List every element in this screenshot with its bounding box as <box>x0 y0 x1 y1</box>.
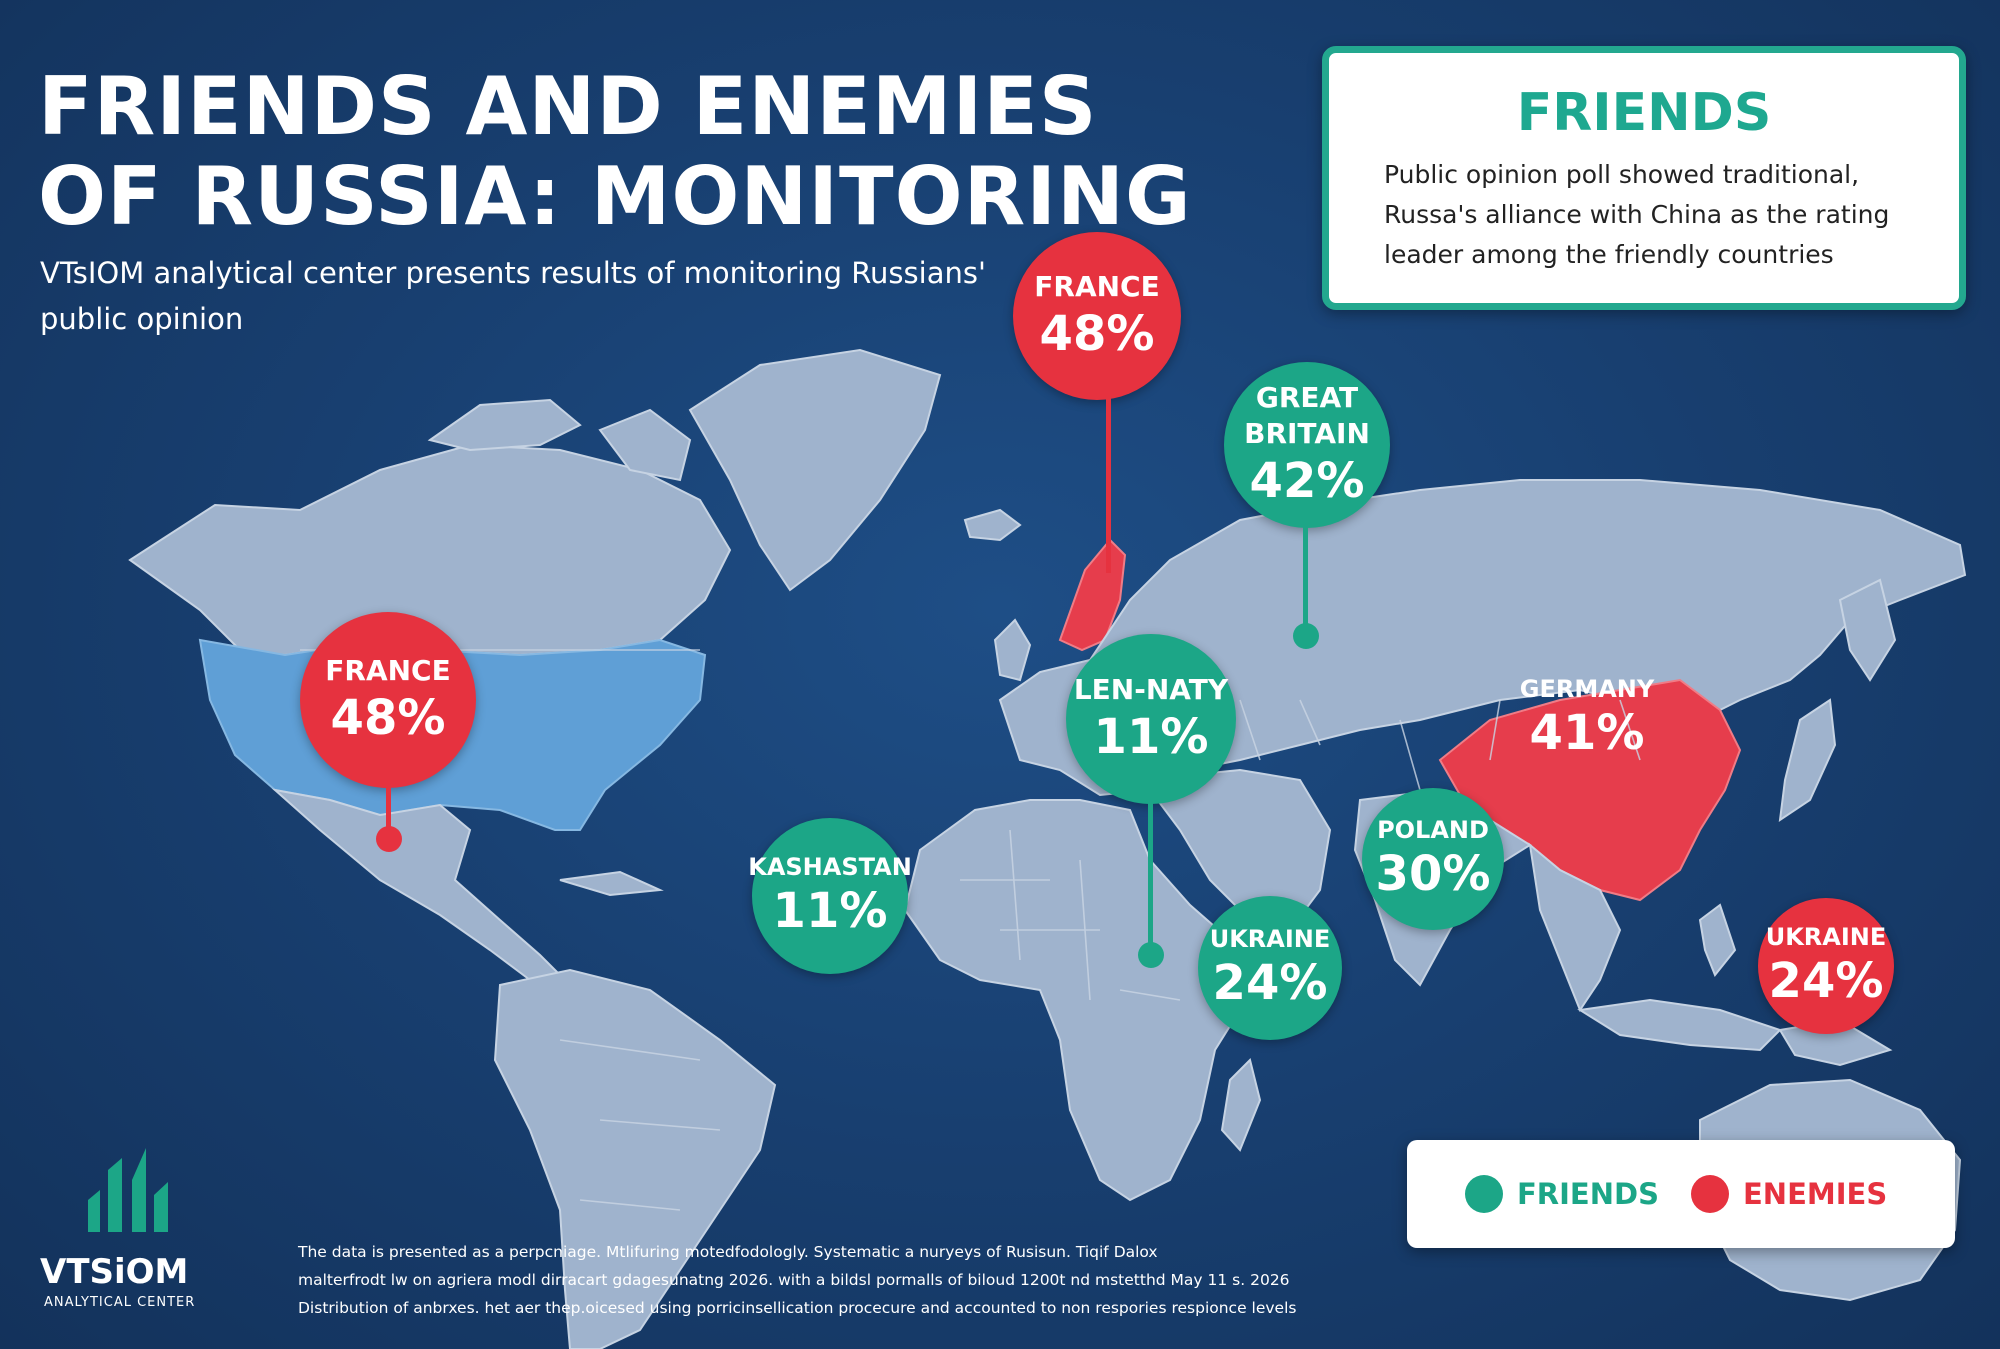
marker-stem <box>1106 398 1111 573</box>
map-mexico-central-america <box>271 788 563 982</box>
map-southeast-asia <box>1528 842 1622 1013</box>
marker-stem <box>1148 802 1153 952</box>
map-cuba <box>559 870 664 897</box>
marker-dot <box>1138 942 1164 968</box>
methodology-line-2: malterfrodt lw on agriera modl dirracart… <box>298 1271 1290 1289</box>
marker-country-label: FRANCE <box>325 654 451 687</box>
map-iceland <box>963 508 1022 542</box>
legend-label-enemies: ENEMIES <box>1743 1177 1888 1211</box>
map-baffin-island <box>598 408 692 482</box>
page-subtitle: VTsIOM analytical center presents result… <box>40 256 986 336</box>
marker-country-label: GERMANY <box>1519 675 1655 703</box>
friends-info-box: FRIENDS Public opinion poll showed tradi… <box>1322 46 1966 310</box>
legend-item-enemies: ENEMIES <box>1691 1140 1887 1248</box>
logo-tagline: ANALYTICAL CENTER <box>44 1295 196 1310</box>
map-kamchatka <box>1838 578 1897 682</box>
map-madagascar <box>1220 1058 1262 1152</box>
marker-value: 11% <box>1093 709 1209 765</box>
title-line-1: FRIENDS AND ENEMIES <box>38 60 1098 153</box>
map-africa <box>903 799 1262 1202</box>
marker-country-label: GREAT BRITAIN <box>1244 381 1370 450</box>
map-borders-asia <box>1399 699 1641 791</box>
map-indonesia <box>1577 998 1782 1052</box>
marker-value: 30% <box>1375 846 1491 902</box>
marker-country-label: UKRAINE <box>1209 925 1331 953</box>
marker-stem <box>1303 526 1308 636</box>
marker-value: 24% <box>1212 955 1328 1011</box>
marker-value: 48% <box>1039 306 1155 362</box>
marker-country-label: FRANCE <box>1034 270 1160 303</box>
map-legend: FRIENDS ENEMIES <box>1407 1140 1955 1248</box>
page-title: FRIENDS AND ENEMIES OF RUSSIA: MONITORIN… <box>38 62 1192 242</box>
methodology-line-3: Distribution of anbrxes. het aer thep.oi… <box>298 1299 1297 1317</box>
marker-value: 42% <box>1249 453 1365 509</box>
marker-country-label: LEN-NATY <box>1073 673 1229 706</box>
map-philippines <box>1698 903 1737 977</box>
enemies-swatch-icon <box>1691 1175 1729 1213</box>
marker-value: 41% <box>1529 705 1645 761</box>
map-south-america <box>493 968 777 1349</box>
marker-value: 24% <box>1768 953 1884 1009</box>
title-line-2: OF RUSSIA: MONITORING <box>38 150 1192 243</box>
info-box-title: FRIENDS <box>1516 83 1772 143</box>
vtsiom-logo: VTSiOM ANALYTICAL CENTER <box>40 1140 230 1320</box>
marker-dot <box>376 826 402 852</box>
friends-swatch-icon <box>1465 1175 1503 1213</box>
info-box-text: Public opinion poll showed traditional, … <box>1384 160 1890 269</box>
marker-country-label: UKRAINE <box>1765 923 1887 951</box>
map-greenland <box>688 348 942 592</box>
map-japan <box>1778 698 1837 823</box>
marker-country-label: KASHASTAN <box>748 853 912 881</box>
bar-chart-logo-icon <box>88 1148 168 1232</box>
map-borders-africa <box>960 829 1181 1001</box>
legend-item-friends: FRIENDS <box>1465 1140 1659 1248</box>
marker-stem <box>386 786 391 832</box>
map-arctic-islands <box>427 398 582 452</box>
logo-name: VTSiOM <box>40 1252 189 1292</box>
marker-value: 11% <box>772 883 888 939</box>
methodology-note: The data is presented as a perpcniage. M… <box>298 1238 1368 1322</box>
marker-dot <box>1293 623 1319 649</box>
marker-value: 48% <box>330 690 446 746</box>
map-middle-east <box>1148 768 1332 932</box>
map-british-isles <box>993 618 1032 682</box>
legend-label-friends: FRIENDS <box>1517 1177 1659 1211</box>
methodology-line-1: The data is presented as a perpcniage. M… <box>298 1243 1158 1261</box>
map-borders-americas <box>300 649 721 1211</box>
marker-country-label: POLAND <box>1377 816 1489 844</box>
